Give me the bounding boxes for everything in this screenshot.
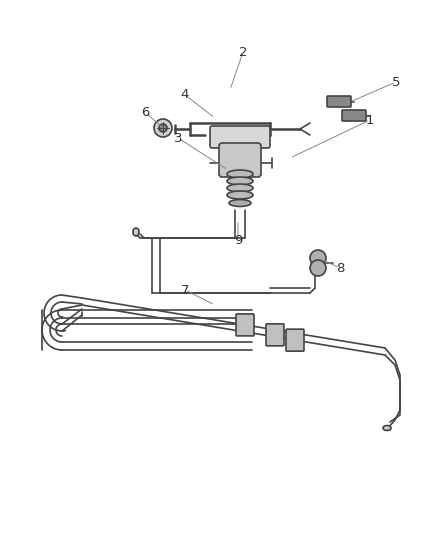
Ellipse shape (229, 199, 251, 206)
Ellipse shape (383, 425, 391, 431)
Text: 1: 1 (366, 114, 374, 126)
Text: 7: 7 (181, 284, 189, 296)
Ellipse shape (227, 184, 253, 192)
FancyBboxPatch shape (210, 126, 270, 148)
Text: 2: 2 (239, 45, 247, 59)
Text: 6: 6 (141, 106, 149, 118)
Circle shape (310, 260, 326, 276)
Text: 4: 4 (181, 88, 189, 101)
Text: 8: 8 (336, 262, 344, 274)
Circle shape (154, 119, 172, 137)
Text: 5: 5 (392, 76, 400, 88)
FancyBboxPatch shape (342, 110, 366, 121)
Ellipse shape (133, 228, 139, 236)
Ellipse shape (227, 170, 253, 178)
Text: 3: 3 (174, 132, 182, 144)
Ellipse shape (227, 177, 253, 185)
Circle shape (159, 124, 167, 132)
FancyBboxPatch shape (286, 329, 304, 351)
FancyBboxPatch shape (236, 314, 254, 336)
FancyBboxPatch shape (219, 143, 261, 177)
Circle shape (310, 250, 326, 266)
FancyBboxPatch shape (266, 324, 284, 346)
FancyBboxPatch shape (327, 96, 351, 107)
Ellipse shape (227, 191, 253, 199)
Text: 9: 9 (234, 233, 242, 246)
